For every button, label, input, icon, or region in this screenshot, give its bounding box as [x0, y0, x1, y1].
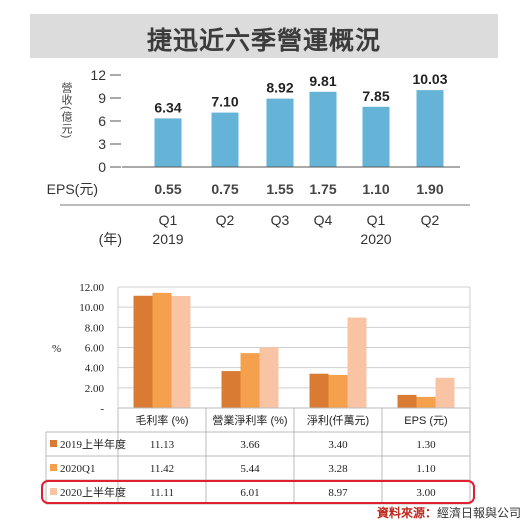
series-bar	[397, 394, 417, 408]
source-name: 經濟日報與公司	[436, 506, 521, 520]
series-bar	[133, 295, 153, 408]
legend-swatch	[50, 440, 57, 447]
legend-swatch	[50, 488, 57, 495]
y-tick-label: 2.00	[85, 383, 105, 395]
table-value: 11.11	[150, 487, 174, 499]
series-bar	[221, 371, 241, 408]
category-label: 淨利(仟萬元)	[307, 414, 369, 427]
series-bar	[309, 373, 329, 408]
revenue-bar	[416, 90, 444, 167]
eps-value: 1.10	[362, 181, 389, 197]
revenue-bar	[309, 91, 337, 167]
table-value: 3.00	[416, 487, 436, 499]
table-value: 1.10	[416, 463, 436, 475]
y-tick-label: 10.00	[79, 302, 104, 314]
table-value: 6.01	[240, 487, 259, 499]
eps-value: 1.75	[309, 181, 336, 197]
legend-series-name: 2019上半年度	[60, 437, 126, 451]
revenue-bar	[362, 106, 390, 167]
series-bar	[347, 317, 367, 408]
legend-series-name: 2020Q1	[60, 463, 95, 475]
legend-swatch	[50, 464, 57, 471]
revenue-value-label: 10.03	[412, 71, 447, 87]
series-bar	[259, 347, 279, 408]
y-tick-label: 9	[98, 90, 106, 106]
table-value: 5.44	[240, 463, 260, 475]
table-value: 11.13	[150, 439, 175, 451]
x-quarter-label: Q2	[421, 212, 440, 228]
title-banner: 捷迅近六季營運概況	[30, 14, 498, 58]
series-bar	[435, 377, 455, 408]
y-tick-label: 3	[98, 136, 106, 152]
source-label: 資料來源：	[376, 506, 437, 520]
x-year-label: 2020	[360, 231, 391, 247]
x-quarter-label: Q2	[216, 212, 235, 228]
eps-row-label: EPS(元)	[47, 181, 98, 197]
table-value: 11.42	[150, 463, 174, 475]
x-year-label: 2019	[152, 231, 183, 247]
category-label: 營業淨利率 (%)	[212, 413, 287, 427]
eps-value: 1.90	[416, 181, 443, 197]
x-quarter-label: Q1	[159, 212, 178, 228]
y-tick-label: -	[100, 403, 104, 415]
x-quarter-label: Q4	[314, 212, 333, 228]
revenue-value-label: 8.92	[266, 80, 293, 96]
eps-value: 0.75	[211, 181, 238, 197]
series-bar	[171, 295, 191, 408]
category-label: 毛利率 (%)	[135, 413, 188, 427]
revenue-value-label: 7.10	[211, 94, 238, 110]
table-value: 8.97	[328, 487, 348, 499]
chart-title: 捷迅近六季營運概況	[146, 26, 381, 55]
series-bar	[416, 396, 436, 408]
y-axis-label: 營收(億元)	[60, 82, 73, 140]
category-label: EPS (元)	[404, 415, 447, 427]
y-tick-label: 0	[98, 159, 106, 175]
series-bar	[240, 353, 260, 408]
revenue-value-label: 7.85	[362, 88, 389, 104]
x-quarter-label: Q1	[367, 212, 386, 228]
y-tick-label: 4.00	[85, 363, 105, 375]
series-bar	[152, 292, 172, 408]
revenue-bar	[154, 118, 182, 167]
source-note: 資料來源：經濟日報與公司	[377, 504, 521, 521]
x-axis-label: (年)	[99, 231, 122, 247]
table-value: 1.30	[416, 439, 436, 451]
highlight-outline	[41, 480, 475, 504]
y-tick-label: 12.00	[79, 282, 104, 294]
revenue-value-label: 6.34	[154, 99, 181, 115]
table-value: 3.66	[240, 439, 260, 451]
y-axis-label: %	[52, 343, 61, 355]
y-tick-label: 12	[90, 67, 106, 83]
x-quarter-label: Q3	[271, 212, 290, 228]
revenue-bar	[211, 112, 239, 167]
y-tick-label: 6.00	[85, 343, 105, 355]
series-bar	[328, 374, 348, 408]
eps-value: 0.55	[154, 181, 181, 197]
revenue-bar	[266, 98, 294, 167]
eps-value: 1.55	[266, 181, 293, 197]
legend-series-name: 2020上半年度	[60, 485, 126, 499]
table-value: 3.28	[328, 463, 348, 475]
y-tick-label: 8.00	[85, 322, 105, 334]
table-value: 3.40	[328, 439, 348, 451]
y-tick-label: 6	[98, 113, 106, 129]
revenue-value-label: 9.81	[309, 73, 336, 89]
